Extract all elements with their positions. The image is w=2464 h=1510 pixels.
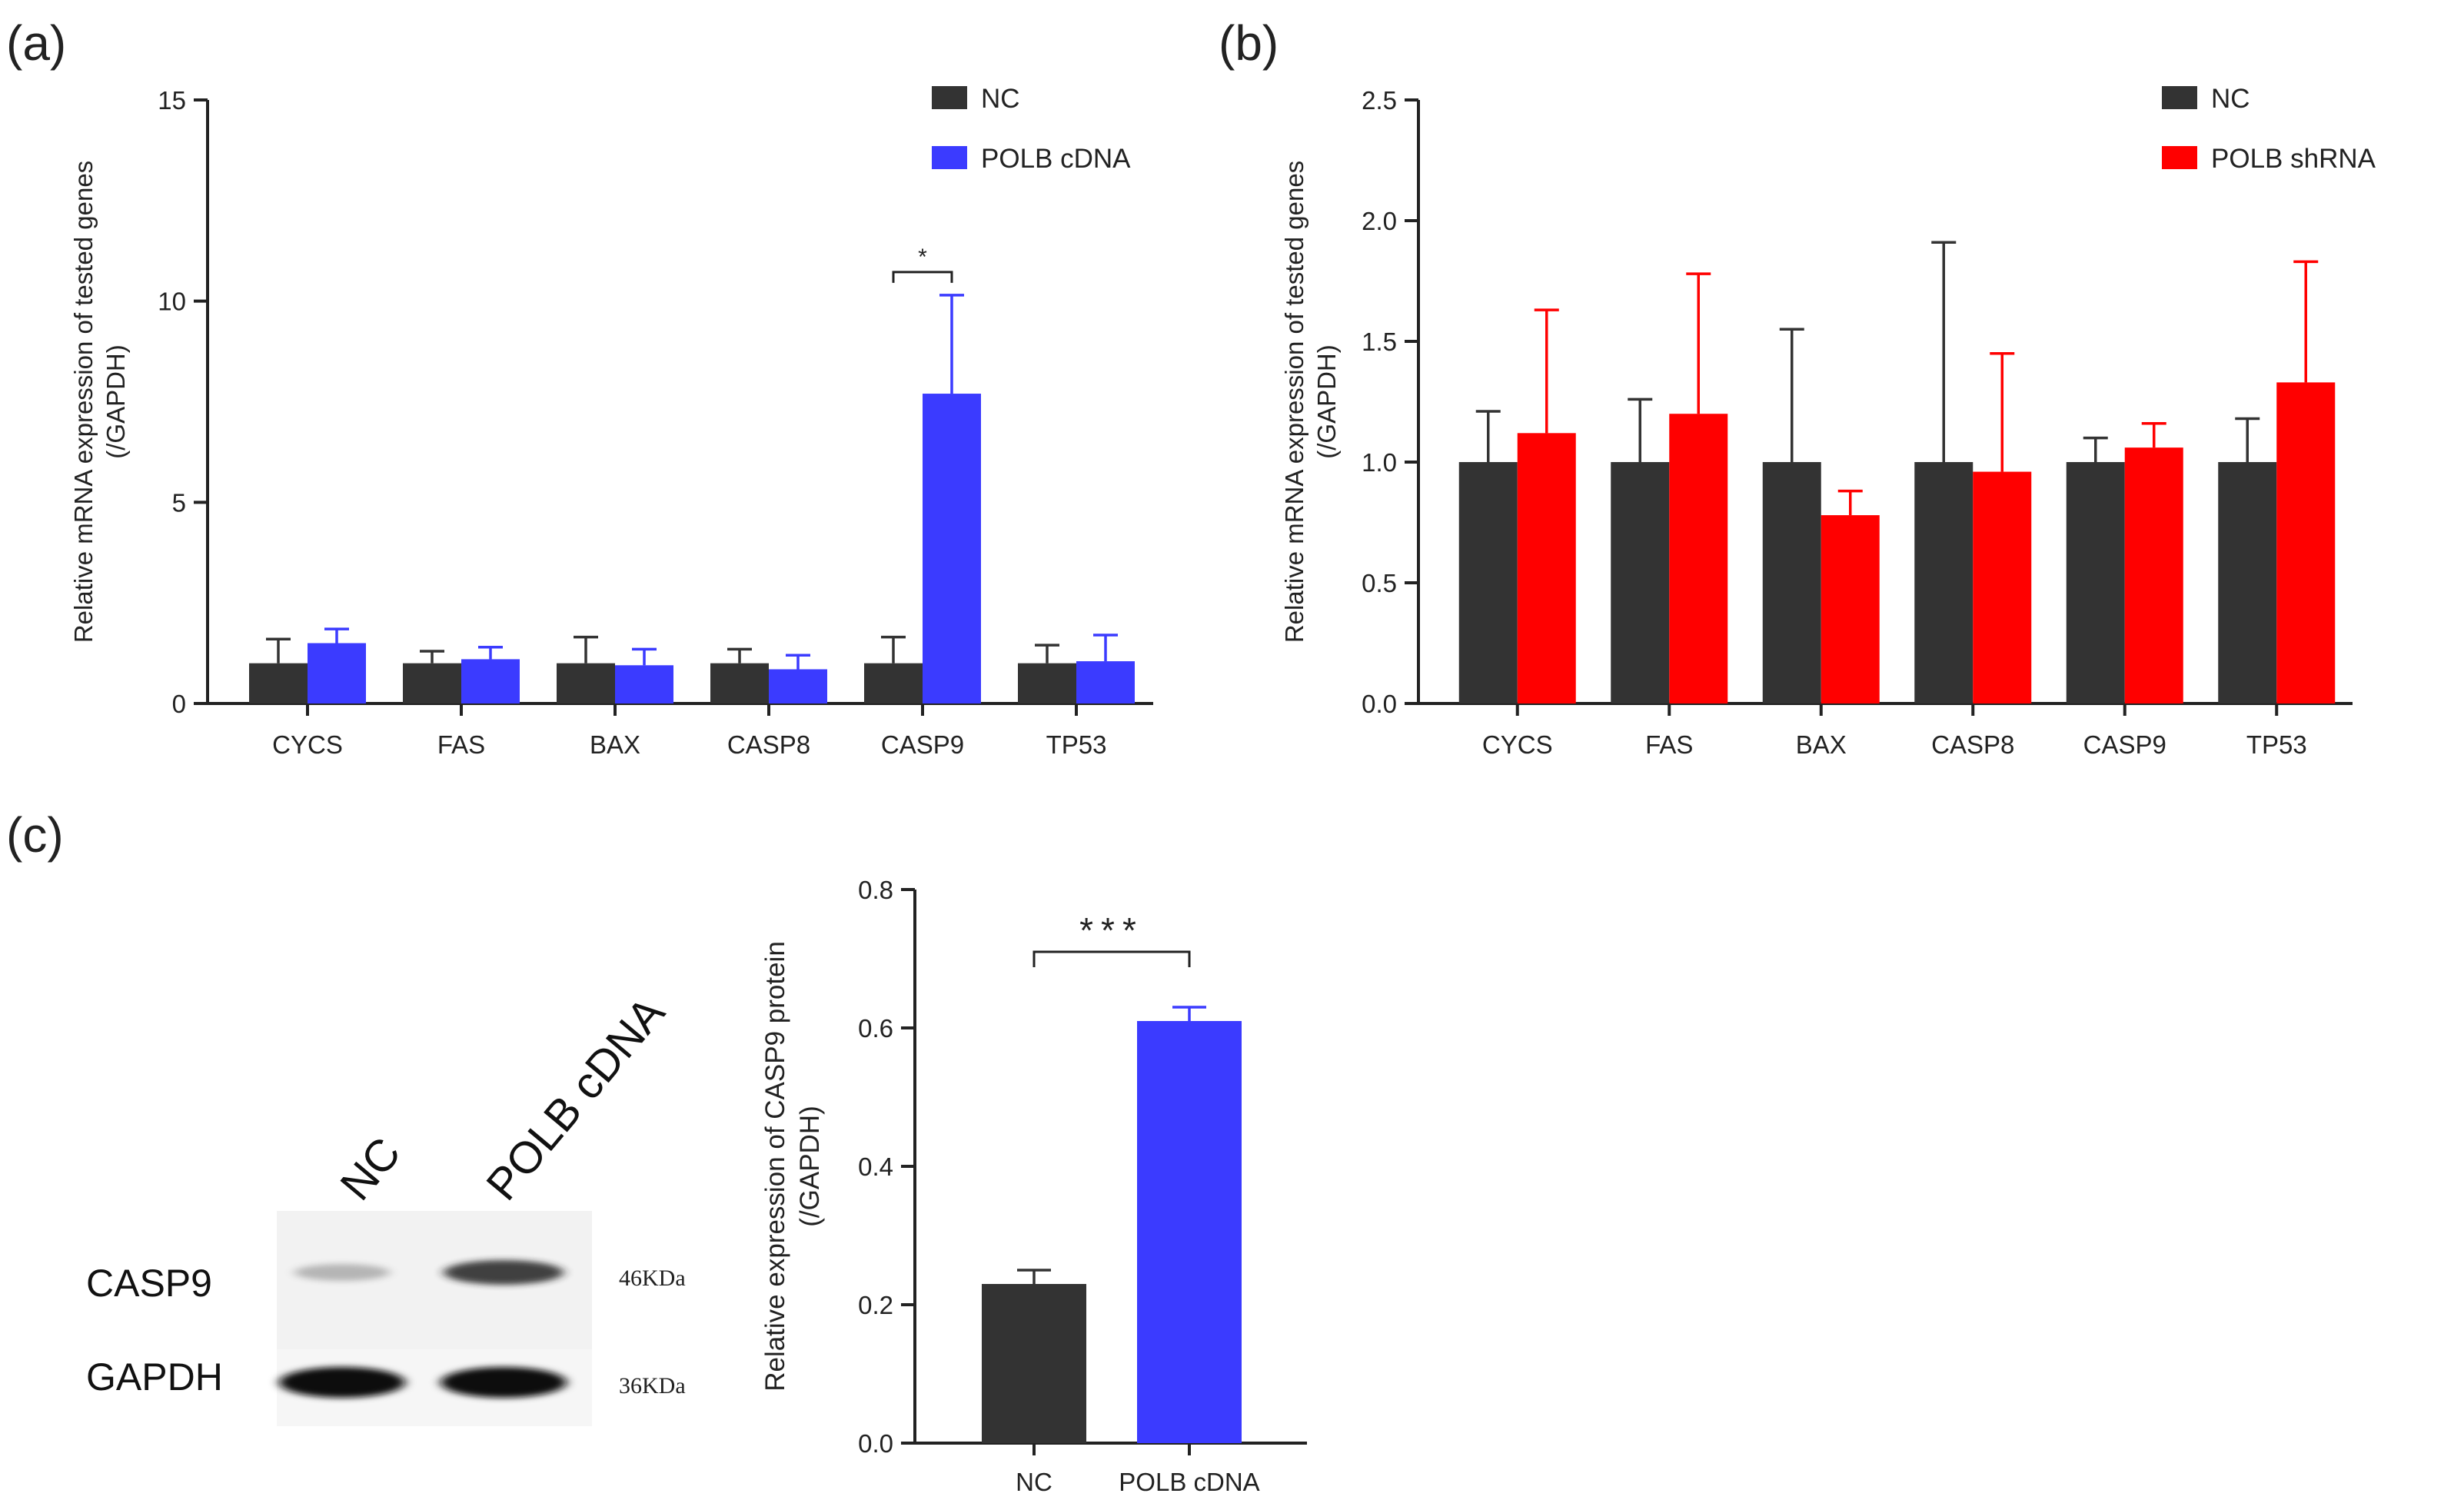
bar-a-nc-casp8 — [710, 663, 769, 703]
bar-b-polb-shrna-cycs — [1517, 433, 1576, 703]
x-tick-label-b: TP53 — [2246, 730, 2307, 759]
bar-a-nc-cycs — [249, 663, 308, 703]
bar-a-nc-bax — [557, 663, 615, 703]
x-tick-label-b: CASP8 — [1931, 730, 2014, 759]
x-tick-label-b: CASP9 — [2083, 730, 2166, 759]
y-axis-subtitle-a: (/GAPDH) — [101, 344, 130, 459]
y-tick-label-a: 10 — [158, 288, 186, 316]
y-axis-subtitle-b: (/GAPDH) — [1312, 344, 1341, 459]
x-tick-label-a: CASP9 — [881, 730, 964, 759]
y-axis-title-a: Relative mRNA expression of tested genes — [69, 161, 98, 643]
y-axis-subtitle-c: (/GAPDH) — [795, 1106, 825, 1227]
western-blot: NC POLB cDNA CASP9 GAPDH 46KDa 36KDa — [86, 987, 686, 1426]
x-tick-label-a: CYCS — [272, 730, 343, 759]
bar-b-polb-shrna-fas — [1669, 414, 1728, 703]
x-tick-label-c: POLB cDNA — [1119, 1468, 1259, 1496]
bar-b-nc-casp9 — [2066, 462, 2125, 703]
y-tick-label-b: 0.5 — [1362, 569, 1397, 597]
lane-label-nc: NC — [331, 1128, 411, 1209]
panel-label-c: (c) — [6, 807, 64, 863]
bar-a-polb-cdna-cycs — [308, 643, 366, 703]
bar-b-polb-shrna-bax — [1821, 515, 1880, 703]
x-tick-label-a: FAS — [437, 730, 485, 759]
y-tick-label-b: 1.0 — [1362, 448, 1397, 477]
bar-c-polb-cdna — [1137, 1021, 1242, 1443]
bar-a-nc-fas — [403, 663, 461, 703]
panel-label-b: (b) — [1219, 15, 1279, 71]
y-tick-label-c: 0.8 — [858, 876, 893, 904]
y-tick-label-a: 15 — [158, 86, 186, 115]
legend-swatch-a — [932, 86, 967, 109]
band-gapdh-nc — [279, 1367, 405, 1398]
y-tick-label-c: 0.6 — [858, 1014, 893, 1043]
x-tick-label-c: NC — [1016, 1468, 1052, 1496]
bar-b-nc-fas — [1611, 462, 1670, 703]
significance-bracket-a — [892, 271, 953, 283]
y-tick-label-a: 5 — [172, 488, 186, 517]
bar-a-nc-casp9 — [864, 663, 923, 703]
y-tick-label-c: 0.2 — [858, 1291, 893, 1319]
legend-label-a: POLB cDNA — [981, 144, 1131, 174]
band-gapdh-polb-cdna — [441, 1367, 567, 1398]
legend-swatch-b — [2162, 146, 2197, 169]
significance-bracket-c — [1032, 950, 1191, 967]
bar-a-polb-cdna-casp8 — [769, 669, 827, 703]
bar-a-polb-cdna-fas — [461, 659, 520, 703]
chart-c: 0.0 0.2 0.4 0.6 0.8 Relative expression of CA… — [760, 876, 1307, 1496]
y-tick-label-a: 0 — [172, 690, 186, 718]
x-tick-label-b: BAX — [1796, 730, 1847, 759]
lane-label-polb-cdna: POLB cDNA — [477, 987, 674, 1209]
y-axis-title-b: Relative mRNA expression of tested genes — [1280, 161, 1308, 643]
legend-swatch-a — [932, 146, 967, 169]
chart-b: 0.0 0.5 1.0 1.5 2.0 2.5 Relative mRNA expressi… — [1280, 84, 2376, 759]
x-tick-label-a: CASP8 — [727, 730, 810, 759]
significance-label-a: * — [918, 244, 927, 270]
y-tick-label-b: 1.5 — [1362, 328, 1397, 356]
significance-label-c: *** — [1079, 910, 1144, 950]
x-tick-label-a: BAX — [590, 730, 640, 759]
legend-label-b: NC — [2211, 84, 2250, 114]
blot-protein-casp9: CASP9 — [86, 1262, 212, 1305]
y-tick-label-c: 0.4 — [858, 1152, 893, 1181]
bar-b-nc-bax — [1762, 462, 1821, 703]
legend-label-a: NC — [981, 84, 1020, 114]
blot-size-casp9: 46KDa — [619, 1266, 686, 1291]
bar-b-polb-shrna-casp8 — [1973, 471, 2032, 703]
legend-swatch-b — [2162, 86, 2197, 109]
x-tick-label-a: TP53 — [1046, 730, 1107, 759]
bar-a-polb-cdna-bax — [615, 665, 673, 703]
bar-b-nc-tp53 — [2218, 462, 2277, 703]
band-casp9-nc — [294, 1264, 390, 1281]
chart-a: 0 5 10 15 Relative mRNA expression of tested… — [69, 84, 1153, 759]
bar-a-nc-tp53 — [1018, 663, 1076, 703]
bar-b-polb-shrna-casp9 — [2124, 447, 2183, 703]
y-tick-label-c: 0.0 — [858, 1429, 893, 1458]
bar-a-polb-cdna-casp9 — [923, 394, 981, 703]
blot-protein-gapdh: GAPDH — [86, 1355, 223, 1399]
y-tick-label-b: 2.5 — [1362, 86, 1397, 115]
bar-c-nc — [982, 1284, 1086, 1443]
y-tick-label-b: 2.0 — [1362, 207, 1397, 235]
x-tick-label-b: FAS — [1645, 730, 1693, 759]
y-tick-label-b: 0.0 — [1362, 690, 1397, 718]
x-tick-label-b: CYCS — [1482, 730, 1553, 759]
legend-label-b: POLB shRNA — [2211, 144, 2376, 174]
blot-size-gapdh: 36KDa — [619, 1373, 686, 1399]
bar-b-nc-casp8 — [1914, 462, 1974, 703]
bar-b-polb-shrna-tp53 — [2276, 382, 2336, 703]
band-casp9-polb-cdna — [444, 1260, 564, 1285]
y-axis-title-c: Relative expression of CASP9 protein — [760, 941, 790, 1392]
bar-b-nc-cycs — [1458, 462, 1518, 703]
panel-label-a: (a) — [6, 15, 66, 71]
bar-a-polb-cdna-tp53 — [1076, 661, 1135, 703]
